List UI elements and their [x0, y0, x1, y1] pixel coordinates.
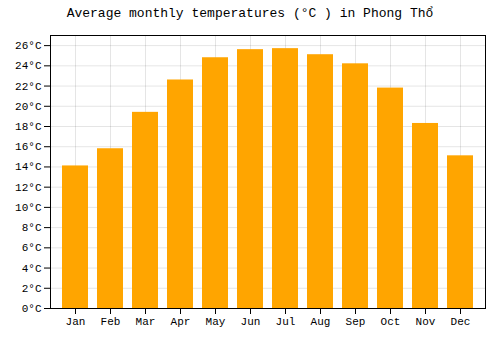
svg-text:6°C: 6°C — [22, 242, 42, 254]
svg-text:May: May — [206, 316, 226, 328]
svg-text:14°C: 14°C — [15, 161, 42, 173]
svg-text:Jan: Jan — [66, 316, 86, 328]
svg-text:2°C: 2°C — [22, 283, 42, 295]
svg-text:0°C: 0°C — [22, 303, 42, 315]
svg-text:Nov: Nov — [416, 316, 436, 328]
svg-text:Oct: Oct — [381, 316, 401, 328]
svg-text:Dec: Dec — [451, 316, 471, 328]
svg-text:10°C: 10°C — [15, 202, 42, 214]
svg-text:26°C: 26°C — [15, 40, 42, 52]
svg-text:20°C: 20°C — [15, 101, 42, 113]
svg-text:Feb: Feb — [101, 316, 121, 328]
svg-text:Jun: Jun — [241, 316, 261, 328]
svg-text:4°C: 4°C — [22, 263, 42, 275]
svg-text:Apr: Apr — [171, 316, 191, 328]
svg-text:12°C: 12°C — [15, 182, 42, 194]
svg-text:Sep: Sep — [346, 316, 366, 328]
svg-text:22°C: 22°C — [15, 81, 42, 93]
svg-text:Aug: Aug — [311, 316, 331, 328]
svg-text:Jul: Jul — [276, 316, 296, 328]
svg-text:24°C: 24°C — [15, 60, 42, 72]
svg-text:16°C: 16°C — [15, 141, 42, 153]
svg-text:Mar: Mar — [136, 316, 156, 328]
svg-text:18°C: 18°C — [15, 121, 42, 133]
svg-text:8°C: 8°C — [22, 222, 42, 234]
html-text:Average monthly temperatures (: Average monthly temperatures (°C ) in Ph… — [66, 6, 434, 21]
